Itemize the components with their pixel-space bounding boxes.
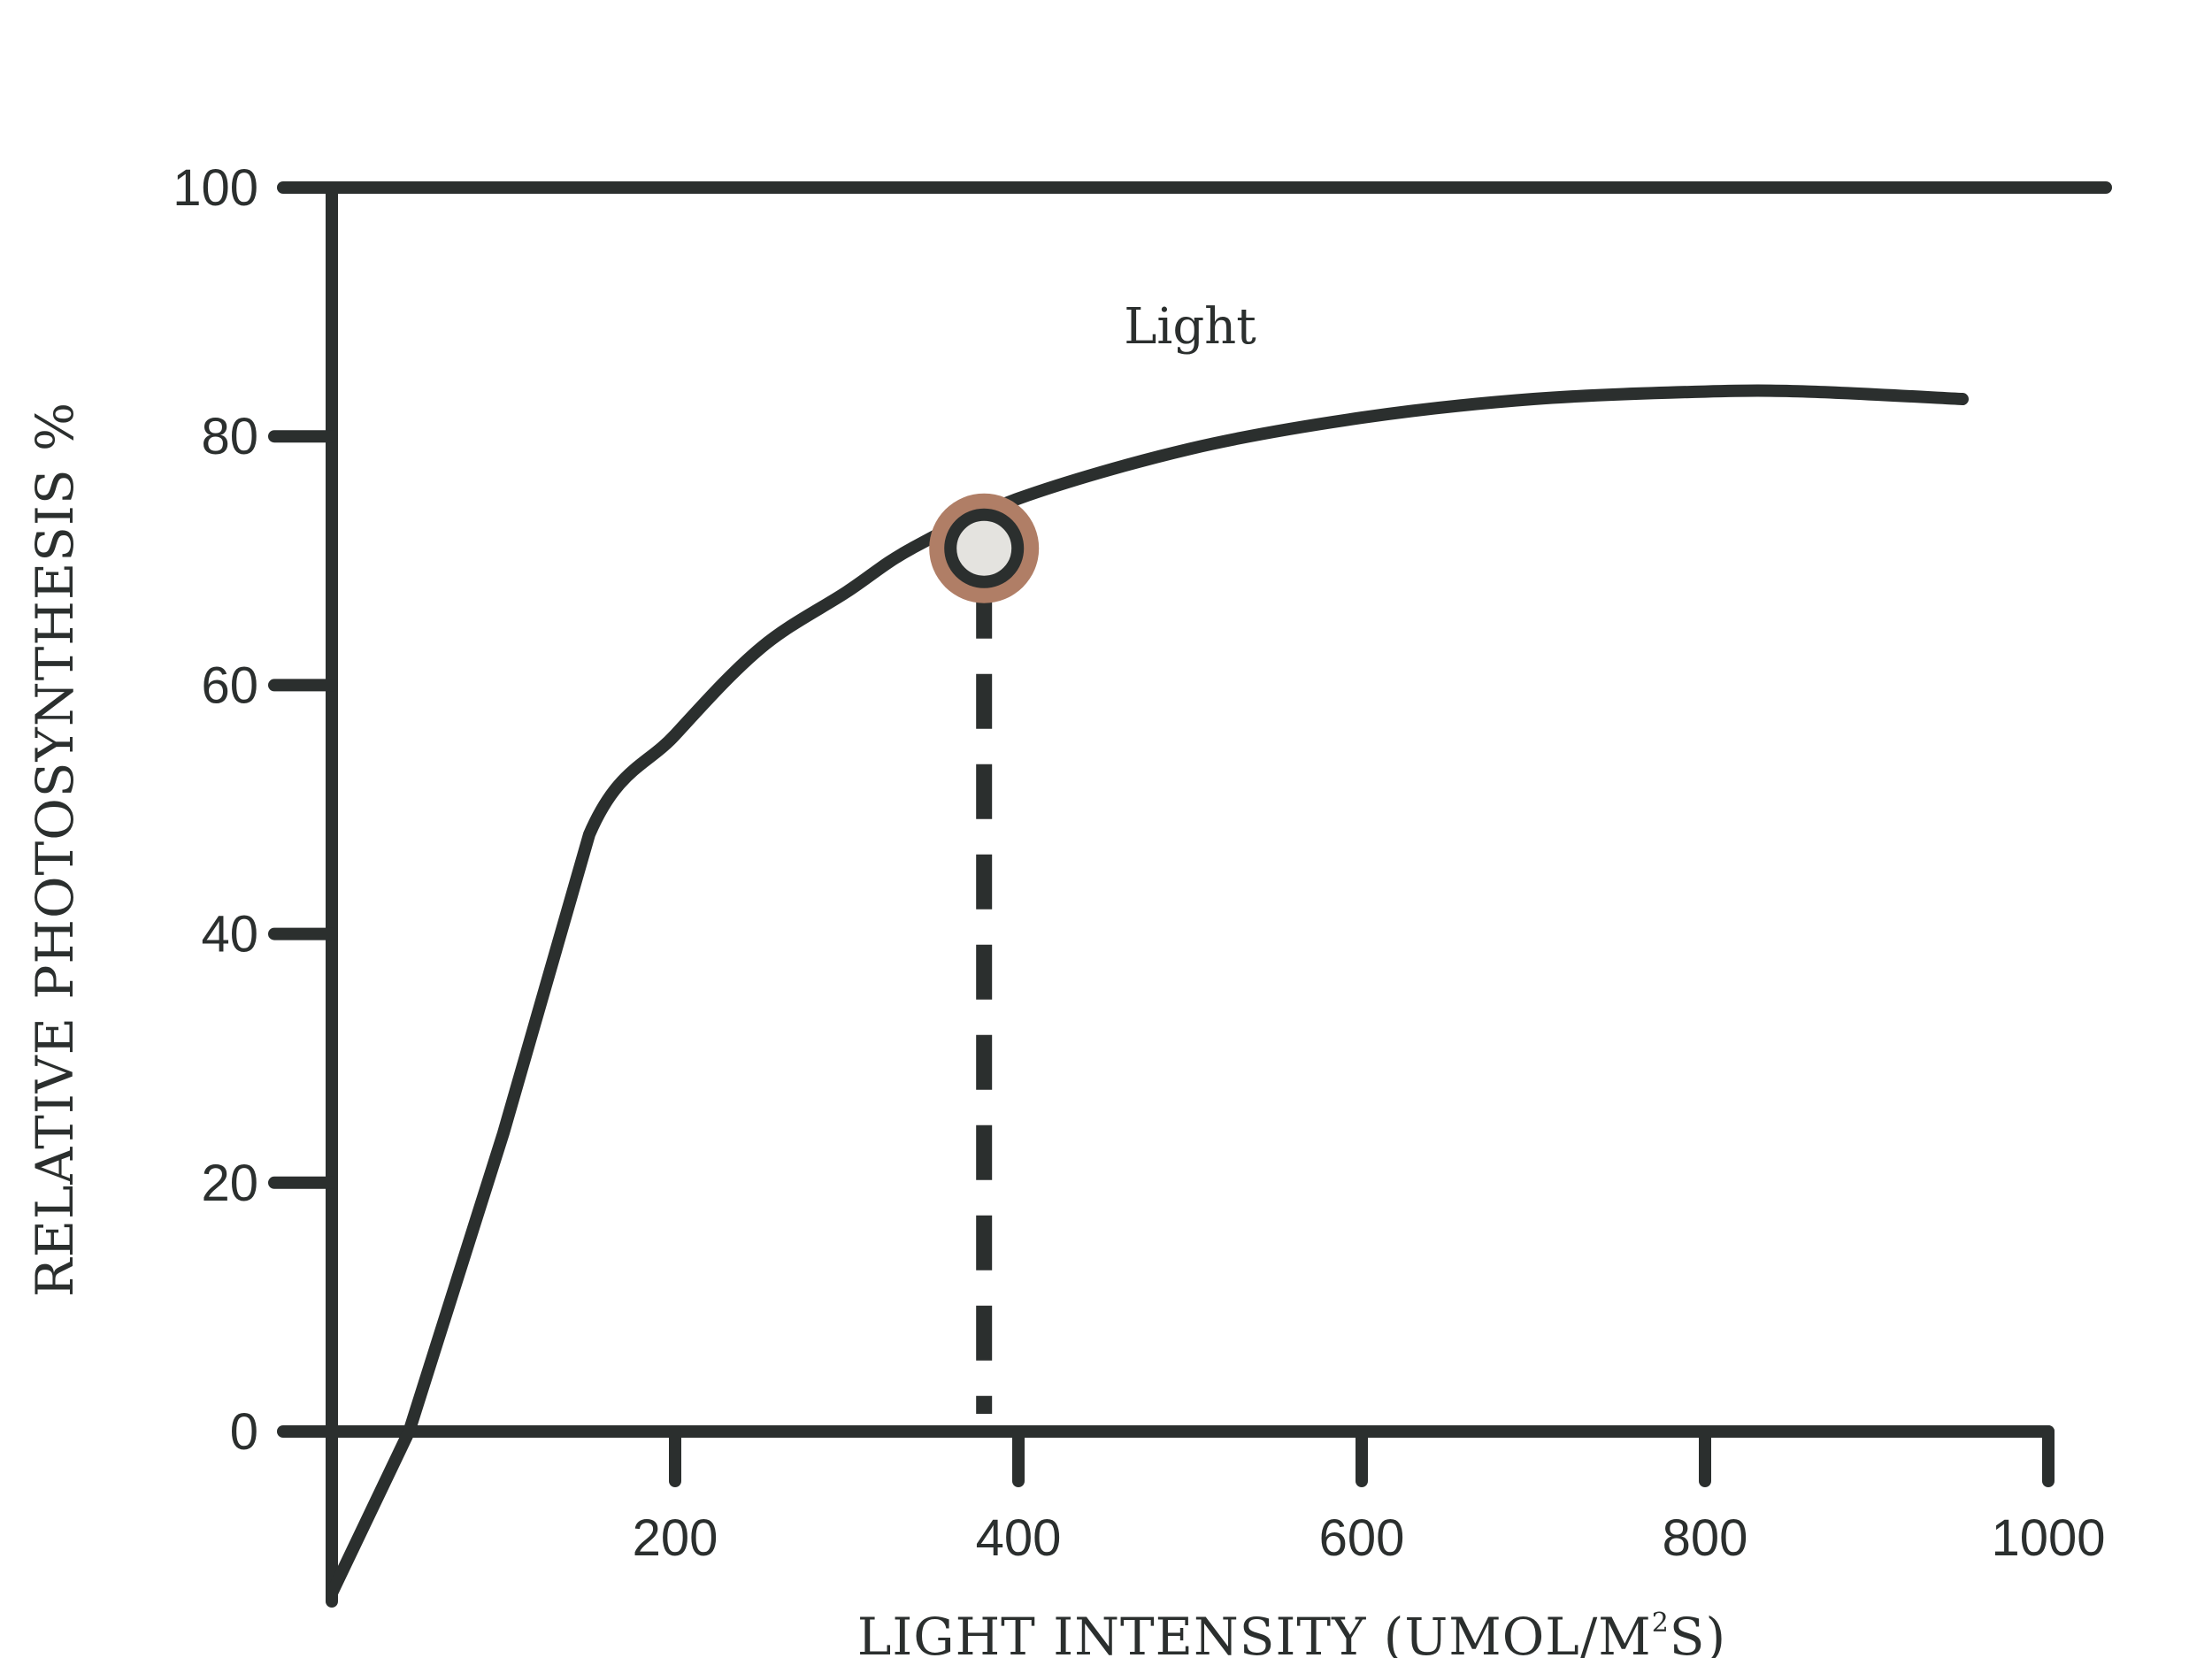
y-tick-label: 0 bbox=[230, 1403, 258, 1461]
y-tick-label: 40 bbox=[201, 906, 258, 963]
y-tick-label: 80 bbox=[201, 408, 258, 465]
x-tick-label: 600 bbox=[1319, 1509, 1405, 1567]
highlight-point bbox=[944, 508, 1025, 588]
y-axis-title: RELATIVE PHOTOSYNTHESIS % bbox=[25, 402, 85, 1297]
x-axis-title: LIGHT INTENSITY (UMOL/M2S) bbox=[857, 1607, 1726, 1658]
x-tick-label: 200 bbox=[633, 1509, 718, 1567]
y-tick-label: 20 bbox=[201, 1155, 258, 1212]
x-tick-label: 800 bbox=[1663, 1509, 1748, 1567]
axes bbox=[277, 181, 2112, 1608]
series-line bbox=[326, 384, 1969, 1600]
x-tick-label: 1000 bbox=[1991, 1509, 2105, 1567]
y-tick-label: 100 bbox=[173, 159, 258, 217]
x-tick-label: 400 bbox=[976, 1509, 1062, 1567]
series bbox=[326, 384, 1969, 1600]
series-annotation: Light bbox=[1124, 298, 1256, 356]
labels: LIGHT INTENSITY (UMOL/M2S) RELATIVE PHOTO… bbox=[25, 298, 1726, 1658]
ticks: 0 20 40 60 80 100 200 400 600 800 1000 bbox=[173, 159, 2105, 1567]
y-tick-label: 60 bbox=[201, 656, 258, 714]
